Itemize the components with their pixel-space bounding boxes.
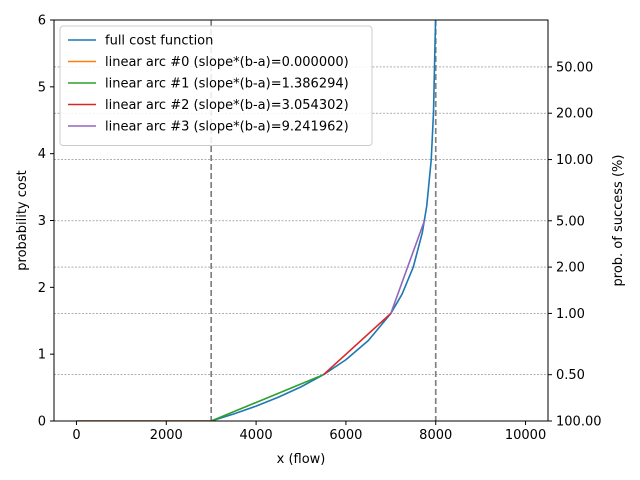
legend-label: full cost function	[105, 34, 213, 49]
right-tick-label: 10.00	[556, 153, 593, 168]
right-tick-label: 5.00	[556, 214, 585, 229]
x-tick-label: 4000	[240, 428, 273, 443]
series-line-2	[210, 373, 324, 421]
right-tick-label: 50.00	[556, 60, 593, 75]
legend-label: linear arc #2 (slope*(b-a)=3.054302)	[105, 98, 349, 113]
y-tick-label: 6	[38, 14, 46, 29]
y-tick-label: 3	[38, 214, 46, 229]
y-tick-label: 5	[38, 80, 46, 95]
series-layer	[76, 20, 437, 421]
x-tick-label: 6000	[329, 428, 362, 443]
y-tick-label: 4	[38, 147, 46, 162]
x-tick-label: 10000	[505, 428, 546, 443]
right-tick-label: 0.50	[556, 368, 585, 383]
right-tick-label: 2.00	[556, 261, 585, 276]
legend-label: linear arc #3 (slope*(b-a)=9.241962)	[105, 120, 349, 135]
right-tick-label: 1.00	[556, 307, 585, 322]
legend-label: linear arc #1 (slope*(b-a)=1.386294)	[105, 77, 349, 92]
x-tick-label: 8000	[419, 428, 452, 443]
right-tick-label: 20.00	[556, 107, 593, 122]
series-line-4	[390, 220, 426, 314]
y-axis-label: probability cost	[15, 170, 30, 270]
y-tick-label: 2	[38, 281, 46, 296]
x-axis-label: x (flow)	[277, 452, 326, 467]
legend-label: linear arc #0 (slope*(b-a)=0.000000)	[105, 55, 349, 70]
series-line-3	[322, 312, 392, 376]
right-tick-label: 100.00	[556, 415, 602, 430]
x-tick-label: 2000	[150, 428, 183, 443]
legend-box	[59, 25, 373, 146]
x-tick-layer: 0 2000 4000 6000 8000 10000	[72, 421, 546, 443]
right-tick-layer: 0.50 1.00 2.00 5.00 10.00 20.00 50.00 100.00	[548, 60, 602, 430]
legend: full cost function linear arc #0 (slope*(…	[59, 25, 373, 146]
y-tick-label: 0	[38, 415, 46, 430]
y-tick-label: 1	[38, 348, 46, 363]
series-line-0	[76, 20, 437, 421]
y-tick-layer: 0 1 2 3 4 5 6	[38, 14, 54, 430]
right-axis-label: prob. of success (%)	[611, 155, 626, 287]
x-tick-label: 0	[72, 428, 80, 443]
